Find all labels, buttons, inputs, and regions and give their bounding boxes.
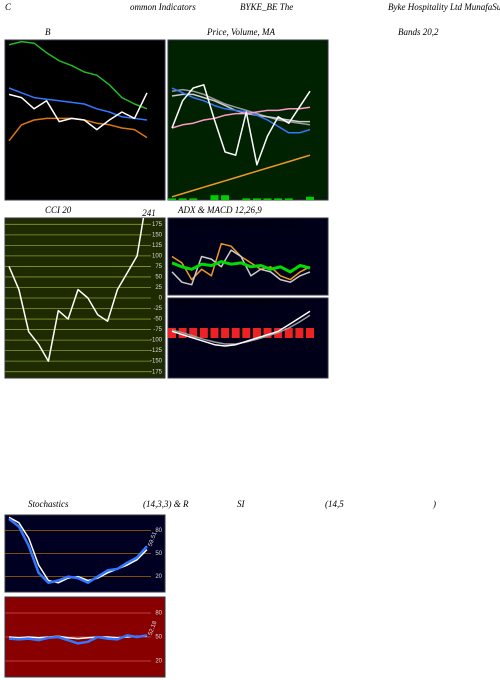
bar <box>242 328 251 338</box>
series-line <box>8 218 145 362</box>
bar <box>189 328 198 338</box>
bar <box>178 198 187 200</box>
series-line <box>171 84 311 166</box>
y-tick-label: 80 <box>155 611 162 617</box>
panel-subtitle: (14,3,3) & R <box>143 499 189 509</box>
bar <box>168 328 176 338</box>
y-tick-label: 125 <box>152 243 163 249</box>
plot <box>5 612 151 662</box>
series-line <box>8 87 148 121</box>
series-line <box>171 310 311 347</box>
plot <box>171 242 311 286</box>
bar <box>242 198 251 200</box>
y-tick-label: 50 <box>155 275 162 281</box>
series-line <box>171 260 311 274</box>
y-tick-label: 0 <box>159 296 163 302</box>
value-label: 52.18 <box>148 620 159 637</box>
y-tick-label: -125 <box>150 348 163 354</box>
y-tick-label: 80 <box>155 528 162 534</box>
series-line <box>8 40 148 110</box>
panel-subtitle: ADX: 23.53 +DI: 20.39 -DI: 12.62 <box>171 219 299 229</box>
bar <box>210 195 219 200</box>
bar <box>263 198 272 200</box>
bar <box>231 328 240 338</box>
bar <box>252 198 261 200</box>
plot <box>168 310 314 347</box>
panel <box>167 217 329 296</box>
panel-annotation: ) <box>432 499 436 509</box>
value-label: 59.51 <box>148 531 159 548</box>
y-tick-label: 75 <box>155 264 162 270</box>
bar <box>252 328 261 338</box>
series-line <box>171 249 311 286</box>
y-tick-label: 50 <box>155 635 162 641</box>
series-line <box>171 87 311 134</box>
header-indicators: ommon Indicators <box>130 2 196 12</box>
y-tick-label: -150 <box>150 359 163 365</box>
y-tick-label: 20 <box>155 574 162 580</box>
series-line <box>8 634 148 645</box>
bar <box>263 328 272 338</box>
bar <box>199 328 208 338</box>
panel-title: SI <box>237 499 246 509</box>
series-line <box>8 517 148 585</box>
series-line <box>171 106 311 129</box>
y-tick-label: 100 <box>152 253 163 259</box>
y-tick-label: -100 <box>150 338 163 344</box>
header-c: C <box>5 2 12 12</box>
y-tick-label: 175 <box>152 222 163 228</box>
y-tick-label: 20 <box>155 659 162 665</box>
header-symbol: BYKE_BE The <box>240 2 293 12</box>
y-tick-label: 50 <box>155 551 162 557</box>
y-tick-label: -75 <box>153 327 162 333</box>
bar <box>306 328 314 338</box>
bar <box>284 198 293 200</box>
bar <box>210 328 219 338</box>
bar <box>284 328 293 338</box>
y-tick-label: 25 <box>155 285 162 291</box>
plot <box>8 40 148 142</box>
series-line <box>8 516 148 584</box>
value-label: 241 <box>142 208 156 218</box>
bar <box>221 195 230 200</box>
series-line <box>8 92 148 131</box>
header-company: Byke Hospitality Ltd MunafaSutra.com <box>388 2 500 12</box>
panel-title: Stochastics <box>28 499 69 509</box>
panel-subtitle: Bands 20,2 <box>398 27 439 37</box>
plot <box>5 516 151 585</box>
bar <box>274 198 283 200</box>
bar <box>168 198 176 200</box>
y-tick-label: 150 <box>152 232 163 238</box>
watermark: MunafaSutra.com <box>172 566 393 595</box>
panel-subtitle: (14,5 <box>325 499 344 509</box>
y-tick-label: -25 <box>153 306 162 312</box>
bar <box>221 328 230 338</box>
bar <box>306 196 314 200</box>
plot <box>5 218 151 373</box>
panel-title: ADX & MACD 12,26,9 <box>177 205 262 215</box>
panel-subtitle: 72.15, 71.94, 0.21000000000001 <box>172 297 291 307</box>
bar <box>189 198 198 200</box>
panel-title: Price, Volume, MA <box>206 27 275 37</box>
series-line <box>171 93 310 123</box>
series-line <box>171 154 311 198</box>
bar <box>295 328 304 338</box>
y-tick-label: -175 <box>150 369 163 375</box>
panel-title: B <box>45 27 51 37</box>
y-tick-label: -50 <box>153 317 162 323</box>
plot <box>168 84 314 200</box>
panel-title: CCI 20 <box>45 205 72 215</box>
